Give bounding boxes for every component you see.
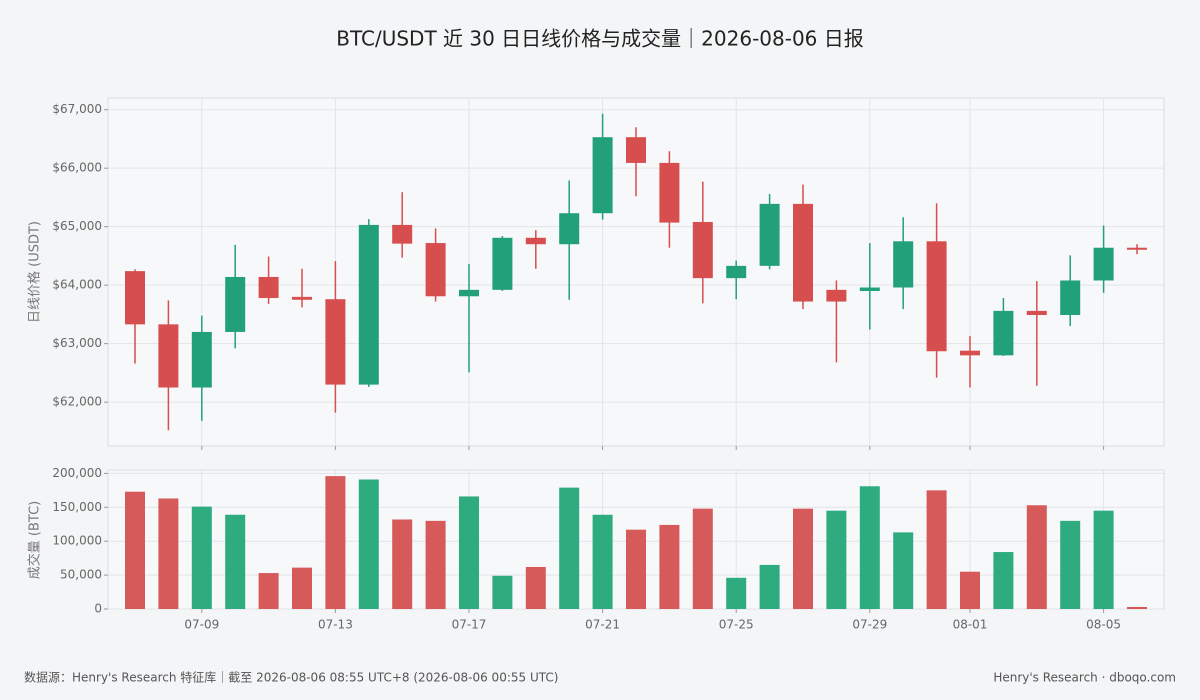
x-tick-label: 07-29 [852, 618, 887, 632]
volume-bar [659, 524, 680, 609]
candle-body [559, 213, 580, 245]
volume-bar [993, 552, 1014, 609]
candle-body [225, 276, 246, 332]
volume-bar [258, 573, 279, 609]
volume-bar [225, 514, 246, 609]
candle-body [592, 137, 613, 214]
candle-body [1026, 310, 1047, 315]
y-tick-label: 200,000 [52, 466, 102, 480]
volume-bar [1060, 520, 1081, 609]
candle-body [859, 287, 880, 292]
x-tick-label: 08-01 [953, 618, 988, 632]
volume-bar [692, 508, 713, 609]
volume-bar [525, 566, 546, 609]
candle-body [125, 271, 145, 325]
volume-bar [191, 506, 212, 609]
y-tick-label: $63,000 [52, 336, 102, 350]
candle-body [425, 243, 446, 297]
candle-body [826, 289, 847, 302]
volume-bar [392, 519, 413, 609]
candle-body [1093, 247, 1114, 281]
x-tick-label: 08-05 [1086, 618, 1121, 632]
x-tick-label: 07-25 [719, 618, 754, 632]
y-tick-label: $65,000 [52, 219, 102, 233]
volume-bar [1127, 606, 1147, 609]
volume-bar [1026, 505, 1047, 609]
volume-bar [459, 496, 479, 609]
candle-body [626, 137, 646, 163]
volume-bar [292, 567, 312, 609]
candle-body [525, 237, 546, 245]
y-axis-title: 成交量 (BTC) [27, 501, 43, 579]
candle-body [960, 350, 980, 356]
candle-body [492, 237, 513, 290]
volume-bar [592, 514, 613, 609]
y-tick-label: 0 [94, 602, 102, 616]
candle-body [759, 203, 780, 266]
footer-source: 数据源：Henry's Research 特征库｜截至 2026-08-06 0… [24, 670, 558, 685]
volume-bar [325, 476, 346, 609]
candle-body [993, 310, 1014, 356]
x-tick-label: 07-09 [184, 618, 219, 632]
candle-body [692, 221, 713, 279]
volume-bar [793, 508, 813, 609]
volume-bar [125, 491, 145, 609]
candle-body [726, 265, 747, 279]
y-tick-label: 50,000 [60, 568, 102, 582]
y-tick-label: 100,000 [52, 534, 102, 548]
volume-bar [358, 479, 379, 609]
volume-bar [1093, 510, 1114, 609]
candle-body [1127, 247, 1147, 250]
y-tick-label: 150,000 [52, 500, 102, 514]
y-tick-label: $64,000 [52, 278, 102, 292]
candle-body [258, 276, 279, 299]
volume-bar [826, 510, 847, 609]
x-tick-label: 07-21 [585, 618, 620, 632]
chart-title: BTC/USDT 近 30 日日线价格与成交量｜2026-08-06 日报 [336, 27, 864, 51]
candle-body [358, 224, 379, 385]
candle-body [1060, 280, 1081, 315]
volume-bar [158, 498, 179, 609]
candle-body [292, 296, 312, 300]
candle-body [659, 162, 680, 223]
candle-body [459, 289, 479, 297]
x-tick-label: 07-17 [452, 618, 487, 632]
y-axis-title: 日线价格 (USDT) [27, 221, 43, 323]
volume-bar [759, 564, 780, 609]
candle-body [793, 203, 813, 302]
candle-body [191, 331, 212, 388]
y-tick-label: $62,000 [52, 395, 102, 409]
volume-bar [492, 575, 513, 609]
y-tick-label: $67,000 [52, 102, 102, 116]
volume-bar [960, 571, 980, 609]
volume-bar [425, 520, 446, 609]
candle-body [158, 324, 179, 388]
y-tick-label: $66,000 [52, 161, 102, 175]
volume-bar [926, 490, 947, 609]
volume-bar [726, 577, 747, 609]
footer-brand: Henry's Research · dboqo.com [993, 671, 1176, 685]
candle-body [325, 299, 346, 385]
candle-body [893, 241, 914, 288]
candle-body [392, 224, 413, 244]
x-tick-label: 07-13 [318, 618, 353, 632]
volume-bar [893, 532, 914, 609]
candle-body [926, 241, 947, 352]
volume-bar [559, 487, 580, 609]
volume-bar [859, 486, 880, 609]
volume-bar [626, 529, 646, 609]
